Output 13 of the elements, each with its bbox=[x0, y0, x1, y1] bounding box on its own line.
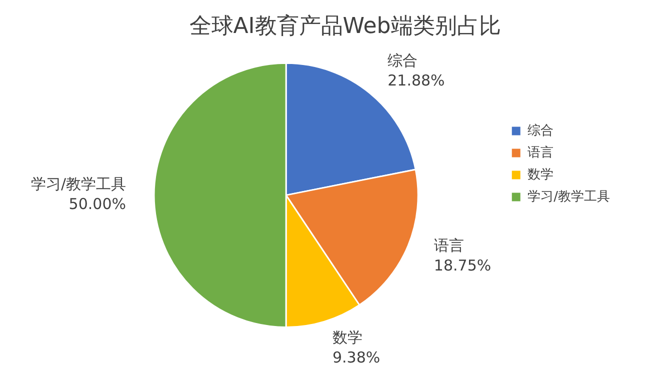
chart-title: 全球AI教育产品Web端类别占比 bbox=[189, 12, 501, 39]
slice-label: 学习/教学工具 bbox=[30, 175, 126, 194]
legend-label: 综合 bbox=[528, 123, 554, 138]
slice-label: 语言 bbox=[434, 236, 464, 254]
data-label: 9.38% bbox=[332, 348, 380, 366]
data-label: 18.75% bbox=[434, 256, 492, 274]
legend-label: 数学 bbox=[528, 167, 554, 182]
data-label: 50.00% bbox=[68, 195, 126, 214]
legend-label: 语言 bbox=[528, 144, 554, 160]
slice-label: 数学 bbox=[332, 328, 362, 346]
data-label: 21.88% bbox=[388, 71, 445, 90]
slice-label: 综合 bbox=[388, 51, 418, 70]
legend-label: 学习/教学工具 bbox=[528, 189, 610, 204]
